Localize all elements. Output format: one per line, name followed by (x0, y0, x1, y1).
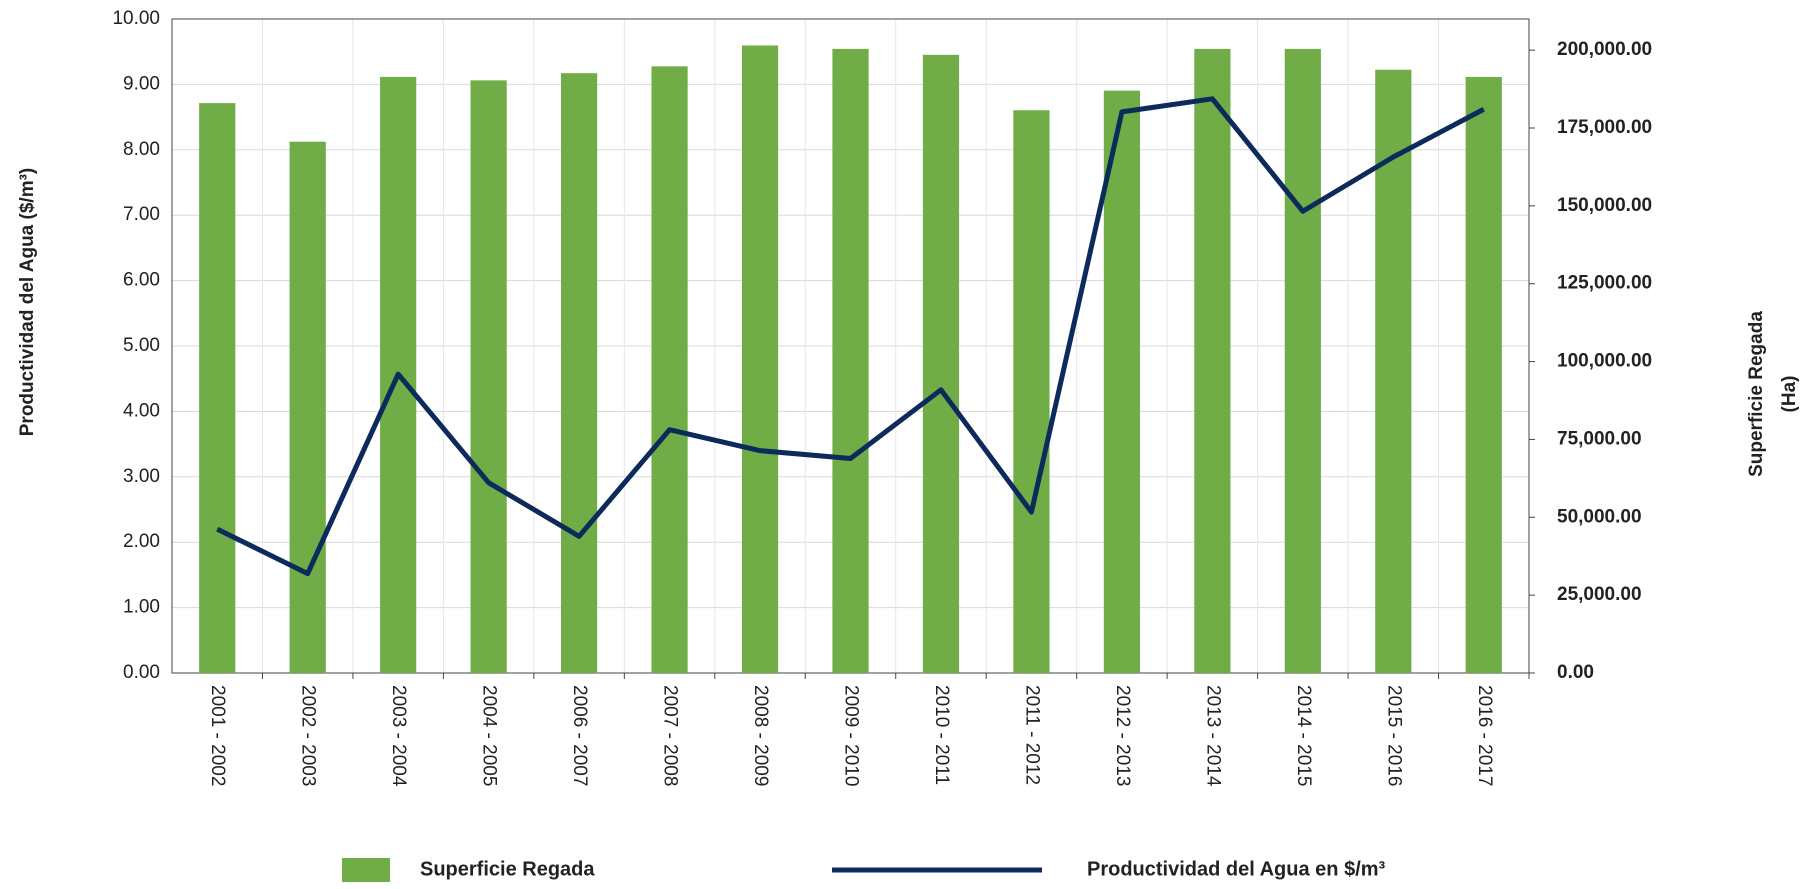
y-tick-label: 9.00 (123, 73, 160, 94)
y2-tick-label: 200,000.00 (1557, 39, 1652, 60)
bar (1465, 76, 1502, 673)
y-tick-label: 7.00 (123, 204, 160, 225)
y2-tick-label: 75,000.00 (1557, 428, 1642, 449)
x-tick-label: 2009 - 2010 (840, 685, 861, 786)
x-tick-label: 2004 - 2005 (479, 685, 500, 786)
y-tick-label: 0.00 (123, 662, 160, 683)
bar (1375, 69, 1412, 673)
x-tick-label: 2007 - 2008 (660, 685, 681, 786)
y2-tick-label: 125,000.00 (1557, 273, 1652, 294)
y2-tick-label: 100,000.00 (1557, 351, 1652, 372)
y-tick-label: 4.00 (123, 400, 160, 421)
x-tick-label: 2012 - 2013 (1112, 685, 1133, 786)
x-tick-label: 2011 - 2012 (1021, 685, 1042, 785)
bar (741, 45, 779, 673)
x-tick-label: 2006 - 2007 (569, 685, 590, 786)
bar (1284, 48, 1321, 673)
y-tick-label: 10.00 (112, 8, 160, 29)
x-tick-label: 2015 - 2016 (1383, 685, 1404, 786)
x-tick-label: 2014 - 2015 (1293, 685, 1314, 786)
x-tick-label: 2016 - 2017 (1474, 685, 1495, 786)
x-tick-label: 2013 - 2014 (1202, 685, 1223, 787)
y-axis-label: Productividad del Agua ($/m³) (17, 168, 38, 437)
bar (1103, 90, 1140, 674)
y2-tick-label: 50,000.00 (1557, 506, 1642, 527)
bar (289, 141, 326, 673)
bar (1013, 110, 1050, 673)
legend-swatch (342, 858, 390, 882)
y2-axis-label: Superficie Regada (1746, 311, 1767, 477)
bar (470, 80, 507, 673)
y2-tick-label: 175,000.00 (1557, 117, 1652, 138)
line (216, 96, 1485, 577)
x-tick-label: 2003 - 2004 (388, 685, 409, 787)
legend-label: Productividad del Agua en $/m³ (1087, 858, 1386, 880)
bar (561, 73, 598, 673)
y-tick-label: 1.00 (123, 597, 160, 618)
y-tick-label: 2.00 (123, 531, 160, 552)
y2-tick-label: 25,000.00 (1557, 584, 1642, 605)
y-tick-label: 5.00 (123, 335, 160, 356)
x-tick-label: 2008 - 2009 (750, 685, 771, 786)
y2-tick-label: 150,000.00 (1557, 195, 1652, 216)
y2-axis-label: (Ha) (1779, 376, 1800, 413)
bar (199, 103, 236, 674)
bar (832, 48, 869, 673)
y-tick-label: 3.00 (123, 466, 160, 487)
bar (1194, 48, 1231, 673)
y2-tick-label: 0.00 (1557, 662, 1594, 683)
x-tick-label: 2002 - 2003 (298, 685, 319, 786)
legend-label: Superficie Regada (420, 858, 595, 880)
y-tick-label: 6.00 (123, 270, 160, 291)
x-tick-label: 2001 - 2002 (207, 685, 228, 786)
bar (651, 66, 688, 673)
bar (922, 54, 960, 674)
y-tick-label: 8.00 (123, 139, 160, 160)
x-tick-label: 2010 - 2011 (931, 685, 952, 785)
